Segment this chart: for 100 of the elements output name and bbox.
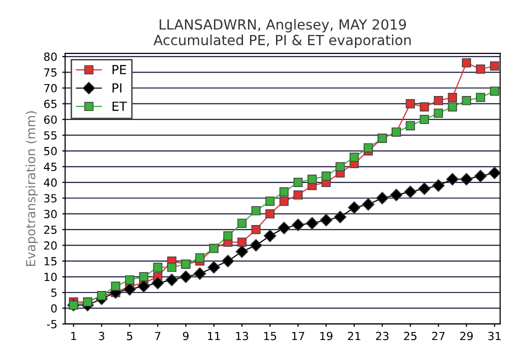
x-tick-label: 5 [127, 332, 132, 340]
point [167, 262, 176, 272]
point [237, 218, 247, 228]
point [488, 166, 500, 180]
point [195, 253, 204, 262]
point [348, 201, 361, 214]
point [278, 222, 290, 234]
point [476, 64, 486, 74]
x-tick-label: 27 [432, 332, 445, 340]
point [448, 102, 458, 112]
y-tick-label: 35 [44, 194, 57, 202]
point [418, 182, 431, 195]
point [293, 178, 303, 187]
point [292, 218, 304, 232]
y-axis-title: Evapotranspiration (mm) [26, 111, 38, 266]
x-tick-label: 15 [264, 332, 276, 340]
point [293, 190, 303, 200]
y-tick-label: 15 [44, 257, 57, 266]
point [434, 108, 443, 118]
y-tick-label: 30 [44, 210, 57, 218]
x-tick-label: 31 [488, 332, 501, 340]
point [462, 96, 472, 106]
y-tick-label: 55 [44, 131, 57, 140]
point [265, 209, 275, 218]
point [279, 187, 289, 196]
x-tick-label: 21 [348, 332, 360, 340]
point [434, 96, 443, 106]
point [420, 114, 429, 124]
point [420, 102, 429, 112]
point [250, 238, 262, 252]
point [432, 179, 445, 192]
x-tick-label: 11 [208, 332, 220, 340]
y-tick-label: 60 [44, 115, 57, 124]
point [320, 214, 332, 226]
y-tick-label: 45 [44, 162, 57, 172]
point [334, 210, 346, 224]
y-tick-label: -5 [46, 320, 57, 328]
y-tick-label: 10 [44, 272, 57, 282]
point [446, 172, 459, 186]
point [406, 99, 415, 108]
legend-label: PE [112, 65, 126, 74]
point [223, 231, 232, 240]
point [306, 216, 318, 230]
point [208, 261, 220, 274]
point [236, 245, 248, 258]
point [151, 276, 164, 290]
y-tick-label: 70 [44, 84, 57, 92]
y-tick-label: 40 [44, 178, 57, 187]
point [265, 196, 275, 206]
point [153, 262, 162, 272]
y-tick-label: 25 [44, 226, 57, 234]
point [362, 198, 375, 211]
point [448, 92, 458, 102]
point [222, 254, 234, 268]
y-tick-label: 50 [44, 146, 57, 156]
point [237, 238, 247, 247]
point [251, 224, 261, 234]
point [350, 152, 359, 162]
point [111, 282, 120, 291]
x-tick-label: 17 [292, 332, 304, 340]
point [264, 230, 276, 242]
point [194, 267, 206, 280]
point [137, 280, 150, 293]
y-tick-label: 20 [44, 241, 57, 250]
chart-title: LLANSADWRN, Anglesey, MAY 2019 Accumulated PE, PI & ET evaporation [154, 18, 411, 48]
legend-label: ET [112, 102, 127, 111]
point [476, 92, 486, 102]
x-tick-label: 25 [404, 332, 416, 340]
point [165, 274, 178, 286]
point [139, 272, 148, 282]
y-tick-label: 65 [44, 100, 57, 108]
x-tick-label: 23 [376, 332, 388, 340]
point [251, 206, 261, 216]
point [322, 172, 331, 181]
x-tick-label: 1 [71, 332, 76, 340]
point [180, 270, 192, 284]
x-tick-label: 7 [155, 332, 160, 340]
x-tick-label: 3 [98, 332, 104, 340]
point [404, 186, 417, 198]
x-tick-label: 9 [182, 332, 189, 340]
point [390, 188, 403, 202]
x-tick-label: 29 [460, 332, 473, 340]
point [308, 174, 317, 184]
y-tick-label: 0 [51, 304, 57, 313]
point [462, 58, 472, 68]
point [490, 61, 500, 71]
point [460, 172, 473, 186]
legend-label: PI [112, 83, 122, 92]
y-tick-label: 80 [44, 52, 57, 61]
y-tick-label: 5 [51, 288, 57, 297]
point [406, 121, 415, 130]
x-tick-label: 19 [320, 332, 332, 340]
x-tick-label: 13 [236, 332, 248, 340]
point [474, 170, 487, 182]
point [364, 143, 373, 152]
y-tick-label: 75 [44, 68, 57, 77]
point [336, 162, 345, 172]
point [490, 86, 500, 96]
point [279, 196, 289, 206]
point [376, 192, 389, 204]
